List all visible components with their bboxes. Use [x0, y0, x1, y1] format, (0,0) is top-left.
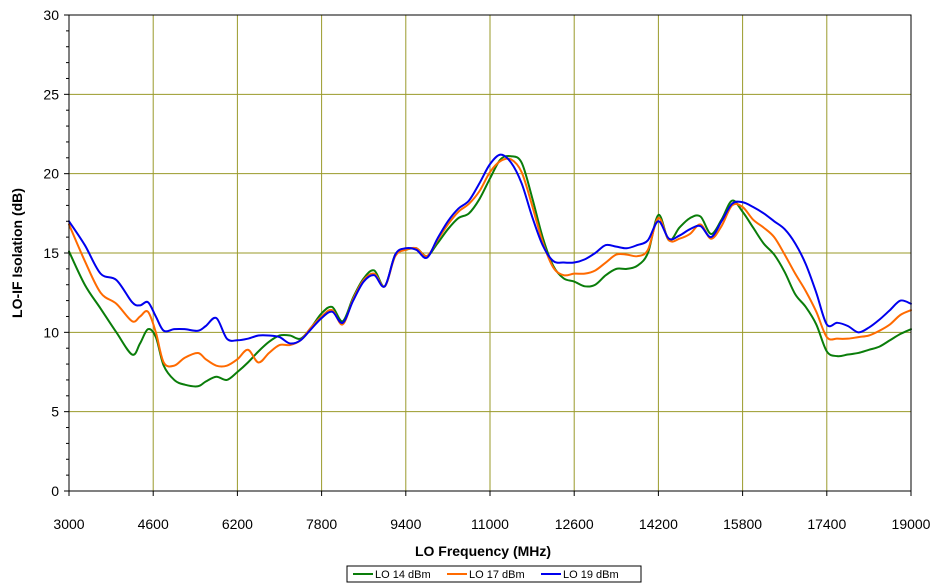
y-tick-label: 30	[43, 7, 59, 23]
x-tick-label: 7800	[306, 516, 337, 532]
x-tick-label: 3000	[53, 516, 84, 532]
series-line-2	[68, 153, 912, 345]
y-tick-label: 5	[51, 404, 59, 420]
x-tick-label: 14200	[639, 516, 678, 532]
series-layer	[68, 153, 912, 388]
legend-items: LO 14 dBm LO 17 dBm LO 19 dBm	[353, 569, 619, 581]
x-tick-label: 19000	[892, 516, 931, 532]
x-tick-label: 15800	[723, 516, 762, 532]
x-axis-title: LO Frequency (MHz)	[415, 543, 551, 559]
x-tick-label: 12600	[555, 516, 594, 532]
legend-label-0: LO 14 dBm	[375, 569, 431, 581]
x-tick-label: 6200	[222, 516, 253, 532]
y-tick-label: 20	[43, 166, 59, 182]
x-tick-label: 17400	[807, 516, 846, 532]
series-line-1	[68, 157, 912, 368]
grid-layer	[69, 15, 911, 491]
tick-label-layer: 3000 4600 6200 7800 9400 11000 12600 14200 15800…	[43, 7, 930, 532]
x-tick-label: 11000	[471, 516, 509, 532]
y-axis-title: LO-IF Isolation (dB)	[9, 188, 25, 318]
x-tick-label: 4600	[138, 516, 169, 532]
y-tick-label: 0	[51, 483, 59, 499]
legend-box	[346, 565, 642, 583]
series-line-0	[68, 154, 912, 388]
y-tick-label: 25	[43, 86, 59, 102]
plot-frame-layer	[64, 14, 912, 496]
y-tick-label: 10	[43, 324, 59, 340]
legend-label-1: LO 17 dBm	[469, 569, 525, 581]
legend: LO 14 dBm LO 17 dBm LO 19 dBm	[346, 565, 642, 583]
legend-label-2: LO 19 dBm	[563, 569, 619, 581]
x-tick-label: 9400	[390, 516, 421, 532]
y-tick-label: 15	[43, 245, 59, 261]
